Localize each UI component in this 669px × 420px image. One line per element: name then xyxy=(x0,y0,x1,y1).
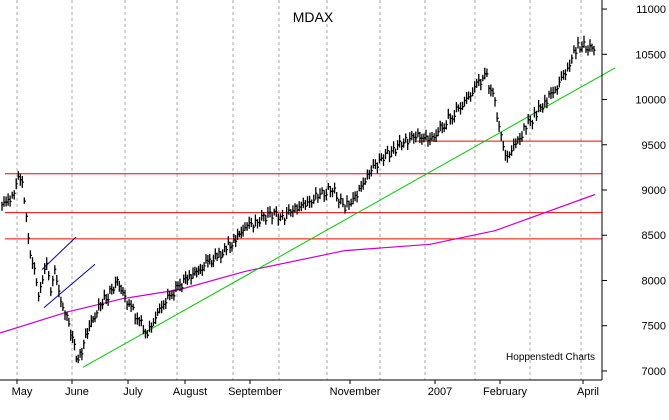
y-tick-label: 10000 xyxy=(635,95,666,107)
y-tick-label: 7500 xyxy=(642,321,666,333)
price-bars-path xyxy=(1,35,596,364)
uptrend-line xyxy=(82,67,616,368)
y-tick-label: 9000 xyxy=(642,185,666,197)
y-tick-label: 7000 xyxy=(642,366,666,378)
x-tick-label: June xyxy=(65,386,89,398)
moving-average-line xyxy=(0,193,596,334)
x-tick-label: 2007 xyxy=(428,386,452,398)
chart-credit: Hoppenstedt Charts xyxy=(506,352,595,363)
x-tick-label: February xyxy=(483,386,528,398)
x-tick-label: April xyxy=(577,386,599,398)
x-tick-label: July xyxy=(123,386,143,398)
x-tick-label: September xyxy=(228,386,282,398)
price-bars xyxy=(1,35,596,364)
x-tick-label: May xyxy=(12,386,33,398)
y-tick-label: 10500 xyxy=(635,49,666,61)
chart-title: MDAX xyxy=(293,9,334,25)
channel-line xyxy=(41,236,77,270)
channel-line xyxy=(43,263,96,308)
y-tick-labels: 7000 7500 8000 8500 9000 9500 10000 10500 11000 xyxy=(602,4,666,378)
x-tick-label: November xyxy=(330,386,381,398)
y-tick-label: 8500 xyxy=(642,230,666,242)
x-tick-label: August xyxy=(173,386,207,398)
moving-average-polyline xyxy=(0,193,596,334)
x-tick-labels: May June July August September November 2007 Fe… xyxy=(12,380,599,398)
horizontal-levels xyxy=(5,140,602,240)
vertical-grid xyxy=(16,0,582,380)
y-tick-label: 11000 xyxy=(636,4,666,16)
y-tick-label: 8000 xyxy=(642,275,666,287)
y-tick-label: 9500 xyxy=(642,140,666,152)
trend-lines xyxy=(41,67,616,368)
